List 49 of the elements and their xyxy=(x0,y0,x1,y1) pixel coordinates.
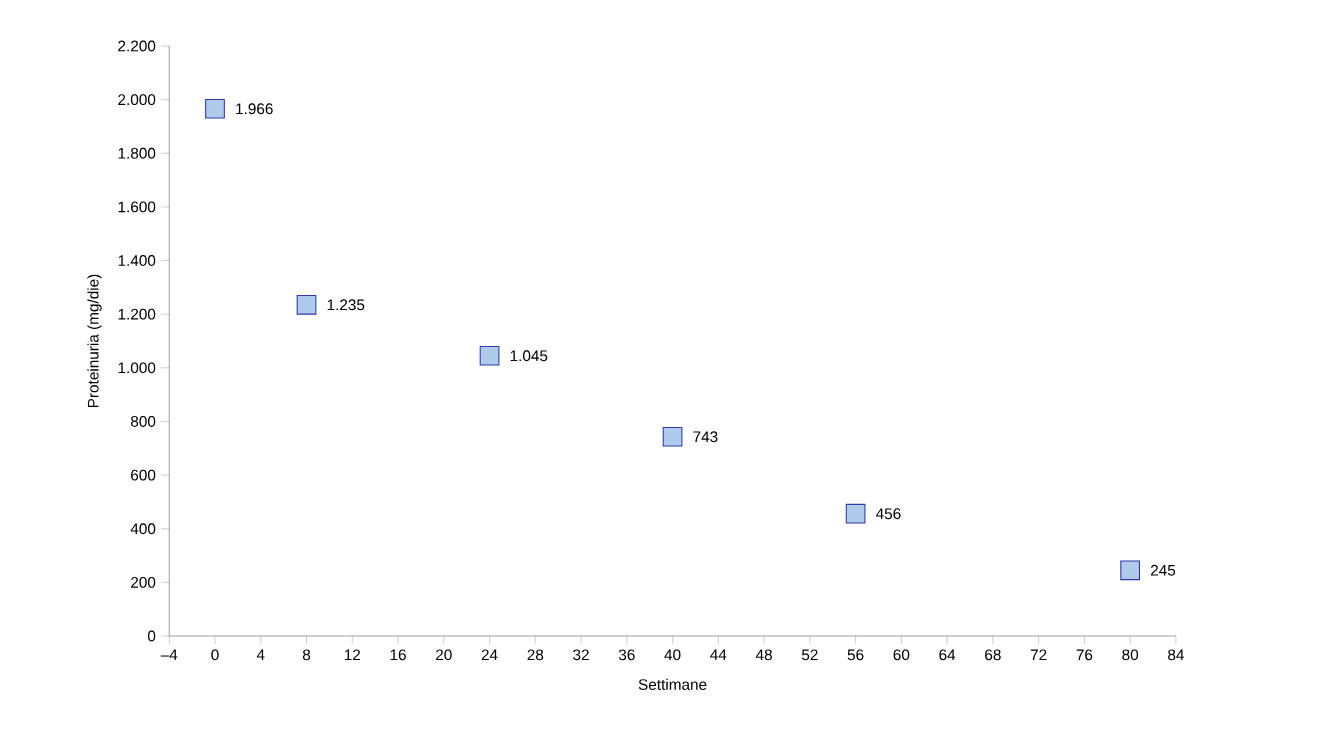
x-tick-label: 80 xyxy=(1122,649,1139,661)
x-tick-label: 84 xyxy=(1168,649,1184,661)
x-tick-label: 48 xyxy=(755,649,772,661)
y-tick-label: 2.200 xyxy=(118,40,156,52)
x-tick-label: 28 xyxy=(527,649,544,661)
point xyxy=(845,503,866,524)
x-tick-label: 12 xyxy=(344,649,361,661)
data-label: 1.045 xyxy=(510,350,548,362)
y-tick-label: 600 xyxy=(131,469,156,481)
point xyxy=(662,426,683,447)
x-tick-label: 60 xyxy=(893,649,910,661)
x-tick-label: 16 xyxy=(390,649,406,661)
y-tick-label: 1.200 xyxy=(118,308,156,320)
point xyxy=(479,345,500,366)
y-tick-label: 1.600 xyxy=(118,201,156,213)
point xyxy=(296,294,317,315)
y-tick-label: 1.800 xyxy=(118,147,156,159)
x-tick-label: 64 xyxy=(939,649,956,661)
x-tick-label: 72 xyxy=(1030,649,1047,661)
data-label: 245 xyxy=(1150,564,1176,576)
x-tick-label: 76 xyxy=(1076,649,1093,661)
data-label: 743 xyxy=(693,431,718,443)
point xyxy=(205,98,225,119)
y-tick-label: 200 xyxy=(131,576,156,588)
point xyxy=(1120,560,1141,581)
x-tick-label: 56 xyxy=(847,649,864,661)
x-tick-label: 36 xyxy=(618,649,635,661)
x-axis-title: Settimane xyxy=(638,678,707,690)
y-tick-label: 1.000 xyxy=(118,362,156,374)
x-tick-label: 44 xyxy=(710,649,727,660)
x-tick-label: 68 xyxy=(985,649,1001,661)
x-tick-label: 0 xyxy=(211,649,219,661)
y-tick-label: 400 xyxy=(130,523,156,535)
data-label: 456 xyxy=(876,508,901,520)
y-axis-title: Proteinuria (mg/die) xyxy=(87,274,102,408)
x-tick-label: 20 xyxy=(436,649,452,661)
x-tick-label: –4 xyxy=(160,649,178,660)
x-tick-label: 32 xyxy=(573,649,589,661)
y-tick-label: 2.000 xyxy=(118,94,156,106)
x-tick-label: 8 xyxy=(302,649,311,661)
y-tick-label: 0 xyxy=(147,630,156,642)
y-tick-label: 1.400 xyxy=(118,255,156,266)
data-label: 1.966 xyxy=(236,103,273,115)
y-tick-label: 800 xyxy=(130,416,156,427)
x-tick-label: 52 xyxy=(801,649,818,661)
x-tick-label: 40 xyxy=(664,649,681,661)
x-tick-label: 24 xyxy=(481,649,498,661)
data-label: 1.235 xyxy=(327,299,365,311)
x-tick-label: 4 xyxy=(256,649,265,660)
